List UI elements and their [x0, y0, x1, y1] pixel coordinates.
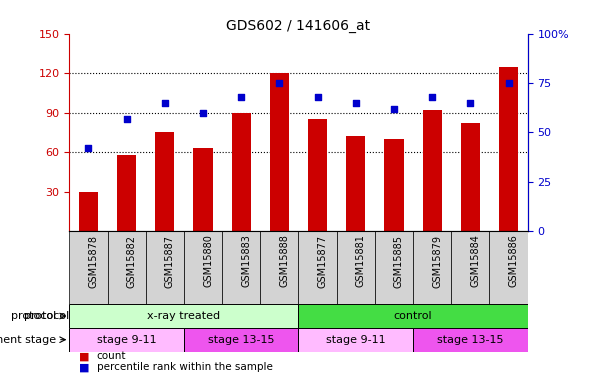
Bar [375, 231, 413, 304]
Bar [69, 231, 107, 304]
Bar [490, 231, 528, 304]
Point [84, 145, 93, 151]
Bar [107, 231, 146, 304]
Text: protocol: protocol [24, 311, 69, 321]
Bar [117, 155, 136, 231]
Point [274, 80, 284, 86]
Bar [69, 304, 298, 328]
Text: GSM15885: GSM15885 [394, 235, 404, 288]
Bar [298, 304, 528, 328]
Bar [79, 192, 98, 231]
Point [466, 100, 475, 106]
Text: x-ray treated: x-ray treated [147, 311, 221, 321]
Text: stage 9-11: stage 9-11 [326, 335, 385, 345]
Text: GSM15883: GSM15883 [241, 235, 251, 288]
Text: GSM15879: GSM15879 [432, 235, 442, 288]
Point [351, 100, 361, 106]
Bar [184, 328, 298, 351]
Point [313, 94, 323, 100]
Text: GSM15884: GSM15884 [470, 235, 481, 288]
Text: ■: ■ [78, 351, 89, 361]
Bar [308, 119, 327, 231]
Bar [232, 112, 251, 231]
Bar [346, 136, 365, 231]
Bar [155, 132, 174, 231]
Text: stage 9-11: stage 9-11 [97, 335, 156, 345]
Text: GSM15878: GSM15878 [89, 235, 98, 288]
Text: control: control [394, 311, 432, 321]
Bar [298, 231, 336, 304]
Bar [423, 110, 441, 231]
Bar [413, 328, 528, 351]
Point [236, 94, 246, 100]
Text: count: count [97, 351, 127, 361]
Text: GSM15886: GSM15886 [508, 235, 519, 288]
Bar [222, 231, 260, 304]
Point [122, 116, 131, 122]
Text: stage 13-15: stage 13-15 [437, 335, 504, 345]
Bar [298, 328, 413, 351]
Text: percentile rank within the sample: percentile rank within the sample [97, 362, 273, 372]
Bar [413, 231, 451, 304]
Point [198, 110, 208, 116]
Bar [184, 231, 222, 304]
Bar [194, 148, 212, 231]
Text: ■: ■ [78, 362, 89, 372]
Text: GSM15880: GSM15880 [203, 235, 213, 288]
Text: GSM15881: GSM15881 [356, 235, 366, 288]
Bar [451, 231, 490, 304]
Text: GSM15882: GSM15882 [127, 235, 137, 288]
Text: development stage: development stage [0, 335, 56, 345]
Bar [336, 231, 375, 304]
Point [428, 94, 437, 100]
Text: protocol: protocol [11, 311, 56, 321]
Bar [146, 231, 184, 304]
Bar [270, 73, 289, 231]
Text: stage 13-15: stage 13-15 [208, 335, 274, 345]
Text: GSM15888: GSM15888 [279, 235, 289, 288]
Bar [69, 328, 184, 351]
Title: GDS602 / 141606_at: GDS602 / 141606_at [226, 19, 371, 33]
Bar [499, 67, 518, 231]
Bar [385, 139, 403, 231]
Point [160, 100, 169, 106]
Text: GSM15887: GSM15887 [165, 235, 175, 288]
Bar [260, 231, 298, 304]
Bar [461, 123, 480, 231]
Text: GSM15877: GSM15877 [318, 235, 327, 288]
Point [504, 80, 513, 86]
Point [389, 106, 399, 112]
